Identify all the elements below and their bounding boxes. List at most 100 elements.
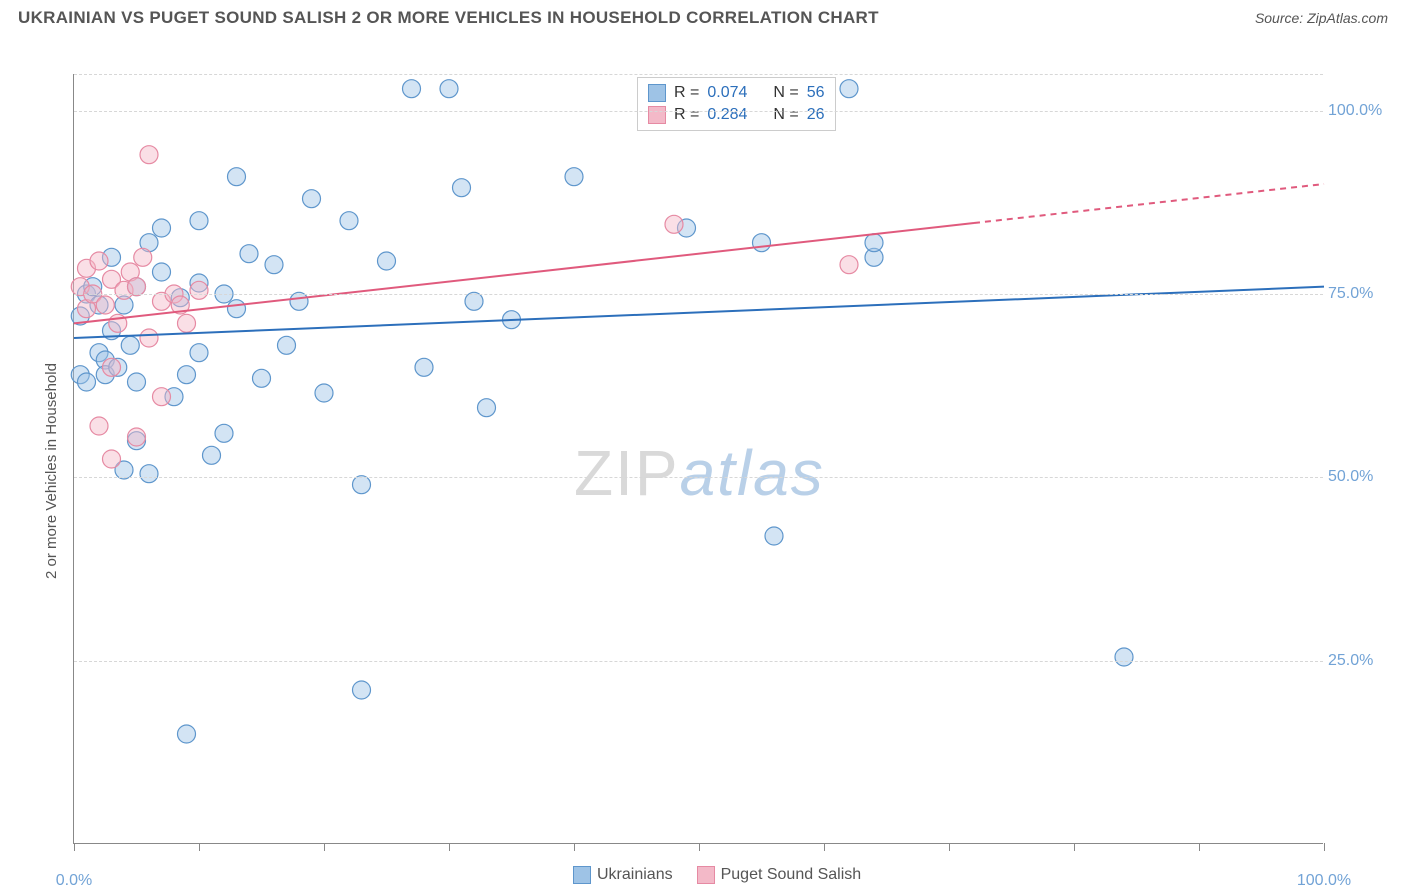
r-value: 0.284: [707, 106, 747, 124]
scatter-point: [128, 428, 146, 446]
scatter-point: [265, 256, 283, 274]
trend-line: [74, 223, 974, 323]
scatter-point: [90, 252, 108, 270]
scatter-point: [190, 344, 208, 362]
x-tick: [74, 843, 75, 851]
scatter-point: [190, 212, 208, 230]
legend-swatch: [648, 84, 666, 102]
x-tick: [824, 843, 825, 851]
scatter-point: [240, 245, 258, 263]
scatter-point: [440, 80, 458, 98]
trend-line-dashed: [974, 184, 1324, 223]
series-legend: Ukrainians Puget Sound Salish: [573, 866, 861, 884]
r-label: R =: [674, 106, 699, 124]
chart-title: UKRAINIAN VS PUGET SOUND SALISH 2 OR MOR…: [18, 8, 879, 28]
scatter-point: [90, 417, 108, 435]
scatter-point: [121, 336, 139, 354]
series-label: Ukrainians: [597, 866, 673, 884]
scatter-point: [140, 146, 158, 164]
n-value: 26: [807, 106, 825, 124]
series-legend-item: Puget Sound Salish: [697, 866, 862, 884]
legend-swatch: [697, 866, 715, 884]
scatter-point: [453, 179, 471, 197]
scatter-point: [865, 234, 883, 252]
gridline: [74, 477, 1323, 478]
scatter-point: [134, 248, 152, 266]
x-tick: [574, 843, 575, 851]
x-tick: [199, 843, 200, 851]
stats-row: R = 0.074 N = 56: [648, 82, 825, 104]
scatter-point: [140, 329, 158, 347]
legend-swatch: [648, 106, 666, 124]
n-value: 56: [807, 84, 825, 102]
scatter-point: [128, 373, 146, 391]
scatter-point: [753, 234, 771, 252]
scatter-point: [765, 527, 783, 545]
scatter-point: [665, 215, 683, 233]
r-label: R =: [674, 84, 699, 102]
scatter-point: [153, 219, 171, 237]
x-tick-label: 100.0%: [1297, 872, 1351, 890]
scatter-point: [290, 292, 308, 310]
gridline: [74, 294, 1323, 295]
series-legend-item: Ukrainians: [573, 866, 673, 884]
scatter-point: [403, 80, 421, 98]
r-value: 0.074: [707, 84, 747, 102]
scatter-svg: [74, 74, 1324, 844]
scatter-point: [315, 384, 333, 402]
scatter-point: [128, 278, 146, 296]
scatter-point: [278, 336, 296, 354]
scatter-point: [103, 450, 121, 468]
y-tick-label: 25.0%: [1328, 652, 1393, 670]
scatter-point: [153, 388, 171, 406]
gridline: [74, 111, 1323, 112]
scatter-point: [565, 168, 583, 186]
scatter-point: [378, 252, 396, 270]
scatter-point: [840, 256, 858, 274]
n-label: N =: [773, 106, 798, 124]
plot-area: ZIPatlas R =0.074N =56R =0.284N =26 25.0…: [73, 74, 1323, 844]
scatter-point: [96, 296, 114, 314]
scatter-point: [178, 366, 196, 384]
chart-header: UKRAINIAN VS PUGET SOUND SALISH 2 OR MOR…: [0, 0, 1406, 32]
y-tick-label: 50.0%: [1328, 468, 1393, 486]
chart-source: Source: ZipAtlas.com: [1255, 10, 1388, 26]
y-tick-label: 75.0%: [1328, 285, 1393, 303]
x-tick: [1199, 843, 1200, 851]
scatter-point: [840, 80, 858, 98]
scatter-point: [203, 446, 221, 464]
scatter-point: [478, 399, 496, 417]
x-tick-label: 0.0%: [56, 872, 92, 890]
scatter-point: [215, 424, 233, 442]
scatter-point: [153, 263, 171, 281]
scatter-point: [1115, 648, 1133, 666]
stats-legend: R = 0.074 N = 56 R = 0.284 N = 26: [637, 77, 836, 131]
scatter-point: [303, 190, 321, 208]
x-tick: [699, 843, 700, 851]
x-tick: [1074, 843, 1075, 851]
scatter-point: [178, 725, 196, 743]
n-label: N =: [773, 84, 798, 102]
scatter-point: [78, 373, 96, 391]
scatter-point: [353, 476, 371, 494]
scatter-point: [190, 281, 208, 299]
series-label: Puget Sound Salish: [721, 866, 862, 884]
scatter-point: [228, 168, 246, 186]
gridline: [74, 74, 1323, 75]
scatter-point: [415, 358, 433, 376]
legend-swatch: [573, 866, 591, 884]
x-tick: [449, 843, 450, 851]
scatter-point: [103, 358, 121, 376]
scatter-point: [140, 465, 158, 483]
x-tick: [1324, 843, 1325, 851]
x-tick: [949, 843, 950, 851]
y-tick-label: 100.0%: [1328, 102, 1393, 120]
scatter-point: [253, 369, 271, 387]
x-tick: [324, 843, 325, 851]
scatter-point: [340, 212, 358, 230]
scatter-point: [228, 300, 246, 318]
scatter-point: [353, 681, 371, 699]
gridline: [74, 661, 1323, 662]
y-axis-title: 2 or more Vehicles in Household: [43, 363, 60, 579]
scatter-point: [465, 292, 483, 310]
